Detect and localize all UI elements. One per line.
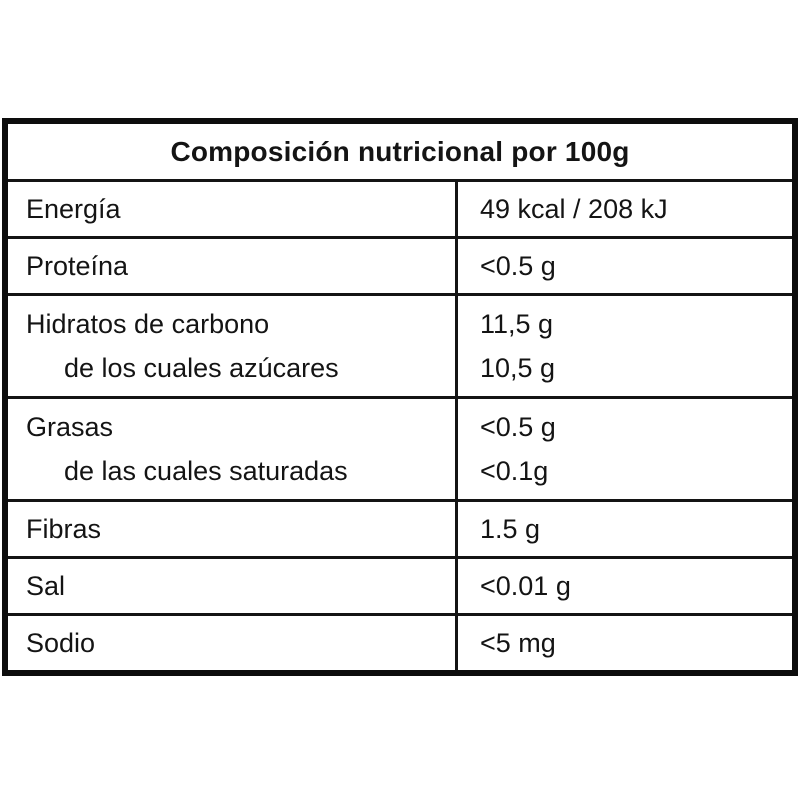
row-value-cell: <0.5 g <0.1g [458, 399, 792, 499]
nutrient-value: 11,5 g [480, 309, 554, 339]
nutrient-name: Proteína [26, 251, 129, 281]
nutrient-name: Energía [26, 194, 121, 224]
nutrient-value: <5 mg [480, 628, 556, 658]
table-row-grasas: Grasas de las cuales saturadas <0.5 g <0… [8, 399, 792, 502]
table-row-sal: Sal <0.01 g [8, 559, 792, 616]
nutrient-subvalue: 10,5 g [480, 353, 556, 383]
nutrient-value: <0.5 g [480, 412, 556, 442]
nutrient-value: <0.01 g [480, 571, 571, 601]
nutrient-subname: de las cuales saturadas [64, 456, 348, 486]
row-value-cell: <0.5 g [458, 239, 792, 293]
row-label-cell: Grasas de las cuales saturadas [8, 399, 458, 499]
nutrient-name: Hidratos de carbono [26, 309, 270, 339]
table-row-energia: Energía 49 kcal / 208 kJ [8, 182, 792, 239]
table-title: Composición nutricional por 100g [8, 124, 792, 182]
row-value-cell: 49 kcal / 208 kJ [458, 182, 792, 236]
row-label-cell: Energía [8, 182, 458, 236]
row-value-cell: <5 mg [458, 616, 792, 670]
nutrient-name: Sodio [26, 628, 96, 658]
row-label-cell: Hidratos de carbono de los cuales azúcar… [8, 296, 458, 396]
row-label-cell: Fibras [8, 502, 458, 556]
row-value-cell: <0.01 g [458, 559, 792, 613]
table-row-proteina: Proteína <0.5 g [8, 239, 792, 296]
table-row-hidratos: Hidratos de carbono de los cuales azúcar… [8, 296, 792, 399]
nutrient-value: 49 kcal / 208 kJ [480, 194, 668, 224]
row-value-cell: 1.5 g [458, 502, 792, 556]
row-value-cell: 11,5 g 10,5 g [458, 296, 792, 396]
nutrient-name: Fibras [26, 514, 102, 544]
nutrient-subvalue: <0.1g [480, 456, 549, 486]
row-label-cell: Sodio [8, 616, 458, 670]
row-label-cell: Sal [8, 559, 458, 613]
row-label-cell: Proteína [8, 239, 458, 293]
nutrient-name: Sal [26, 571, 66, 601]
nutrient-name: Grasas [26, 412, 114, 442]
nutrient-value: 1.5 g [480, 514, 541, 544]
nutrition-table: Composición nutricional por 100g Energía… [2, 118, 798, 676]
nutrient-value: <0.5 g [480, 251, 556, 281]
table-row-sodio: Sodio <5 mg [8, 616, 792, 670]
nutrient-subname: de los cuales azúcares [64, 353, 339, 383]
table-row-fibras: Fibras 1.5 g [8, 502, 792, 559]
